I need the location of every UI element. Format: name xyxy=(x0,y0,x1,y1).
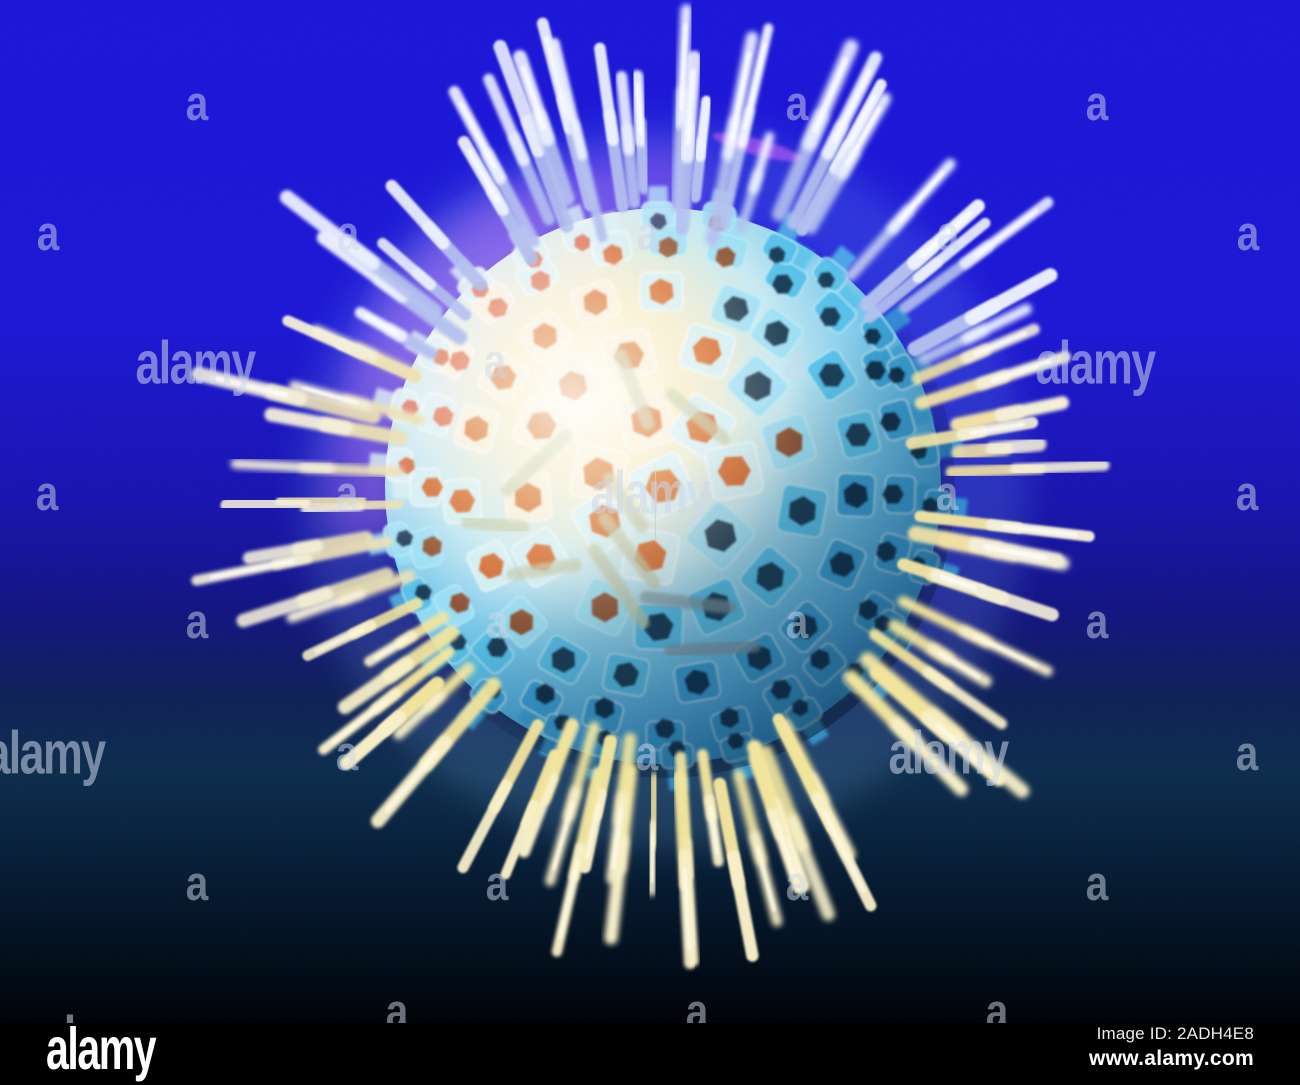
image-id-label: Image ID: 2ADH4E8 xyxy=(1096,1024,1254,1043)
footer-caption: Image ID: 2ADH4E8 www.alamy.com xyxy=(1089,1024,1254,1071)
alamy-logo: alamy xyxy=(46,1015,157,1083)
website-label: www.alamy.com xyxy=(1089,1047,1254,1070)
film-grain xyxy=(0,0,1300,1023)
footer-bar: alamy Image ID: 2ADH4E8 www.alamy.com xyxy=(0,1015,1300,1085)
